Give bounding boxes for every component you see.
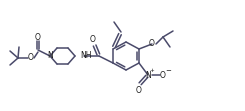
Text: N: N [47, 52, 53, 60]
Text: −: − [165, 68, 171, 74]
Text: O: O [90, 36, 96, 45]
Text: O: O [160, 70, 166, 79]
Text: N: N [145, 70, 151, 79]
Text: NH: NH [80, 52, 91, 60]
Text: O: O [149, 40, 155, 49]
Text: +: + [150, 68, 154, 73]
Text: O: O [28, 54, 34, 62]
Text: O: O [35, 33, 41, 42]
Text: O: O [136, 85, 142, 94]
